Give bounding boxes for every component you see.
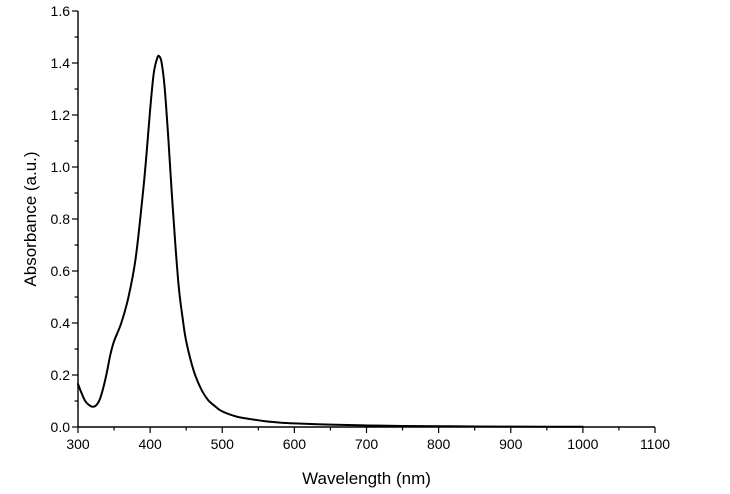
y-tick-label: 1.2 [51,107,71,123]
x-tick-label: 600 [283,436,307,452]
x-tick-label: 500 [211,436,235,452]
y-axis-title: Absorbance (a.u.) [21,151,40,286]
x-tick-label: 800 [427,436,451,452]
x-tick-label: 700 [355,436,379,452]
y-tick-label: 0.8 [51,211,71,227]
x-tick-label: 300 [66,436,90,452]
y-tick-label: 1.6 [51,3,71,19]
x-tick-label: 900 [499,436,523,452]
y-tick-label: 1.0 [51,159,71,175]
chart-series [77,54,584,428]
chart-ticks [72,10,656,433]
x-axis-title: Wavelength (nm) [302,469,431,488]
y-tick-label: 1.4 [51,55,71,71]
y-tick-label: 0.2 [51,367,71,383]
x-tick-label: 1000 [567,436,598,452]
chart-tick-labels: 300 400 500 600 700 800 900 1000 1100 0.0 0.2 0.4 0.… [51,3,671,452]
x-tick-label: 400 [138,436,162,452]
chart-axes [77,11,655,428]
y-tick-label: 0.4 [51,315,71,331]
absorbance-series-line [77,54,584,428]
x-tick-label: 1100 [640,436,670,452]
y-tick-label: 0.0 [51,419,71,435]
y-tick-label: 0.6 [51,263,71,279]
